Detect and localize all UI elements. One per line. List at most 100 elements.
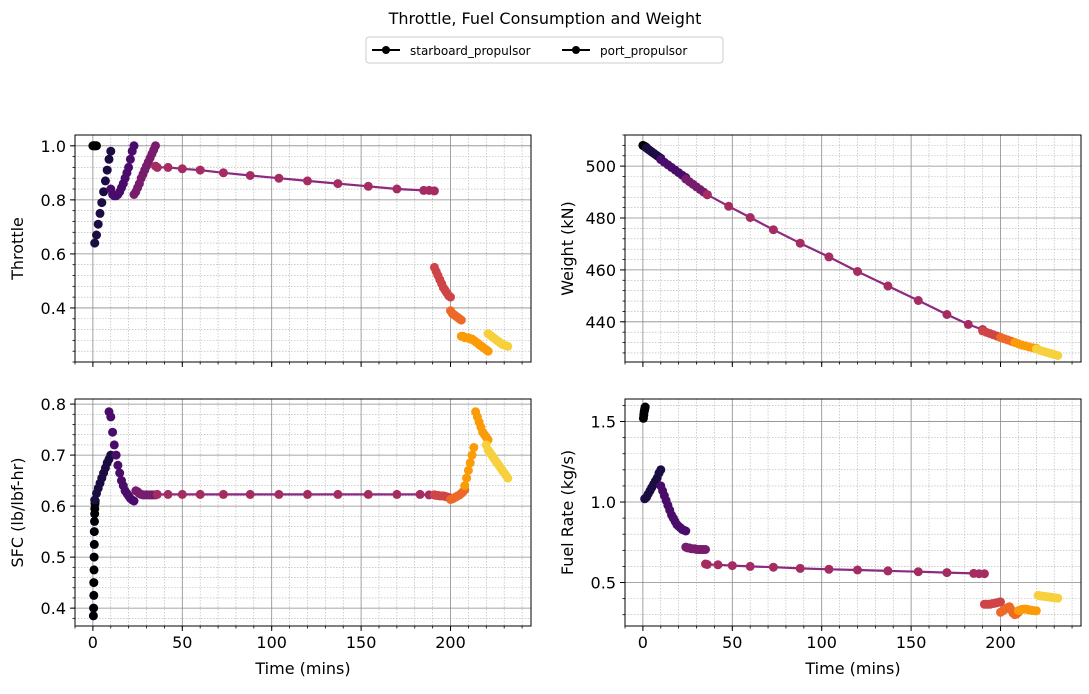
data-point [640,402,650,412]
x-tick-label: 150 [896,633,927,652]
data-point [745,213,755,222]
data-point [89,552,99,562]
panel-fuel_rate: 0 50 100 150 200 0.5 1.0 1.5 Fuel Rate (kg/s) Tim… [558,398,1082,678]
y-tick-label: 1.5 [591,413,616,432]
data-point [745,561,755,571]
data-point [152,162,162,172]
data-point [768,225,778,235]
data-point [942,310,952,319]
data-point [111,450,121,460]
x-tick-label: 200 [435,633,466,652]
data-point [89,578,99,588]
data-point [129,141,139,151]
data-point [681,526,691,536]
data-point [727,561,737,571]
panel-grid [624,399,1081,626]
x-axis-label: Time (mins) [254,659,350,678]
panel-weight: 440 460 480 500 Weight (kN) [558,134,1082,367]
data-point [124,162,134,172]
panel-frame [624,134,1082,363]
data-point [460,481,470,491]
panel-data [638,402,1063,620]
data-point [795,563,805,573]
x-axis: 0 50 100 150 200 [624,626,1073,652]
data-point [467,450,477,460]
data-point [824,564,834,574]
data-point [108,427,118,437]
data-point [853,267,862,276]
x-tick-label: 0 [88,633,98,652]
panel-data [88,141,513,356]
y-axis: 0.4 0.6 0.8 1.0 [41,137,75,363]
data-point [456,315,466,325]
figure-title: Throttle, Fuel Consumption and Weight [388,9,702,28]
x-tick-label: 0 [638,633,648,652]
y-axis-label: Weight (kN) [558,201,577,296]
y-axis-label: Fuel Rate (kg/s) [558,450,577,575]
data-point [446,292,455,302]
data-point [702,190,712,200]
data-point [303,489,312,499]
y-tick-label: 0.6 [41,245,66,264]
legend-label-starboard: starboard_propulsor [410,44,531,58]
y-tick-label: 0.6 [41,497,66,516]
y-axis-label: Throttle [8,217,27,281]
y-tick-label: 480 [585,209,616,228]
data-point [195,165,205,175]
x-axis [624,362,1073,367]
data-point [274,173,284,183]
data-point [106,146,116,156]
data-point [469,443,479,452]
panel-sfc: 0 50 100 150 200 0.4 0.5 0.6 0.7 0.8 SFC (lb/lbf-h… [8,395,532,678]
legend: starboard_propulsor port_propulsor [365,36,724,64]
data-point [363,181,373,191]
data-point [92,230,101,240]
y-tick-label: 0.5 [591,574,616,593]
panel-grid [74,399,531,626]
data-point [152,489,162,499]
data-point [429,186,439,196]
data-point [89,603,99,613]
data-point [125,154,135,164]
y-tick-label: 0.7 [41,446,66,465]
data-point [392,184,402,194]
data-point [883,281,893,291]
panel-frame [74,134,532,363]
data-point [701,545,710,554]
data-point [163,162,173,172]
data-point [90,238,100,248]
data-point [245,171,255,180]
y-tick-label: 0.4 [41,299,66,318]
data-point [333,489,343,499]
panel-throttle: 0.4 0.6 0.8 1.0 Throttle [8,134,532,367]
y-tick-label: 0.5 [41,548,66,567]
x-axis: 0 50 100 150 200 [74,626,523,652]
data-point [102,165,112,175]
data-point [89,565,99,575]
data-point [303,176,312,186]
data-point [942,568,952,578]
data-point [195,489,205,499]
data-point [462,473,472,483]
data-point [218,168,228,178]
data-point [996,597,1005,607]
legend-frame [365,36,724,64]
legend-marker-port [572,46,580,54]
panel-data [88,407,513,621]
y-tick-label: 0.8 [41,395,66,414]
data-point [177,164,187,174]
data-point [702,560,712,569]
x-tick-label: 150 [346,633,377,652]
data-point [218,489,228,499]
data-point [99,187,109,197]
panel-data [638,140,1063,360]
data-point [503,473,513,483]
y-axis: 440 460 480 500 [585,134,625,354]
data-point [853,565,862,575]
data-point [913,296,923,305]
legend-label-port: port_propulsor [600,44,687,58]
x-tick-label: 50 [172,633,192,652]
data-point [115,468,125,478]
data-point [333,179,343,189]
